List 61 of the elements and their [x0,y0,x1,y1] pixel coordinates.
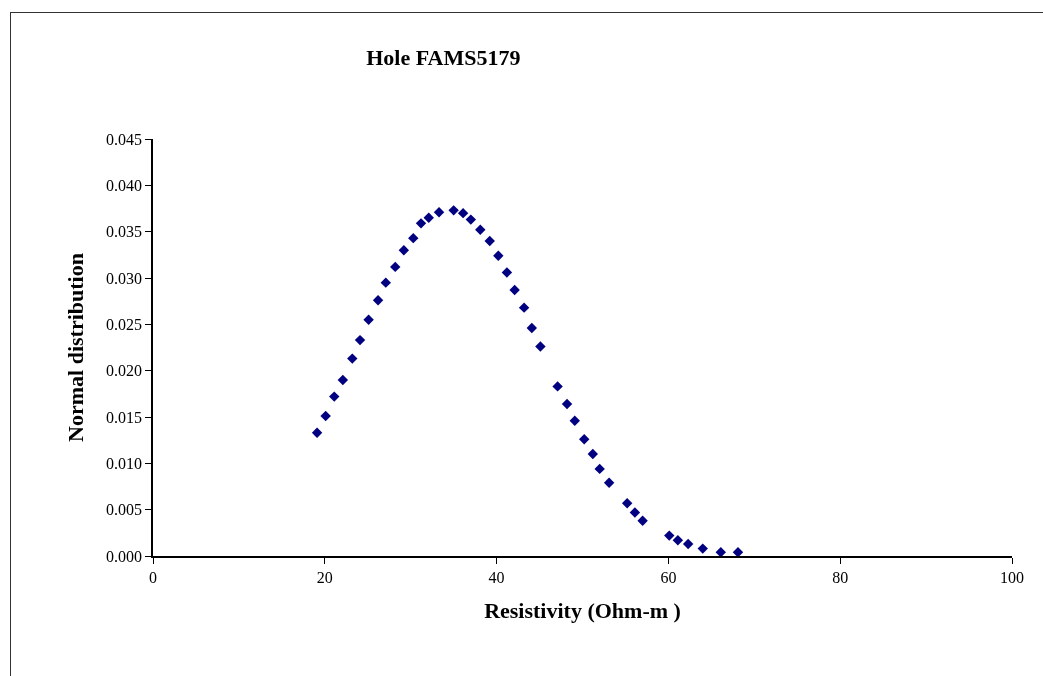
point [552,381,563,392]
point [569,415,580,426]
point [561,398,573,410]
y-tick-label: 0.035 [106,223,143,241]
y-axis-title: Normal distribution [63,253,89,442]
point [433,207,445,218]
point [697,543,708,554]
y-tick-label: 0.025 [106,315,143,333]
y-tick-label: 0.010 [106,454,143,472]
point [594,463,605,475]
point [715,547,726,556]
point [682,538,694,550]
x-tick-label: 0 [149,568,157,586]
y-tick-label: 0.005 [106,501,143,519]
y-tick-label: 0.045 [106,130,143,148]
point [347,353,358,364]
point [423,212,434,223]
point [501,267,513,278]
point [509,284,520,296]
x-tick-label: 20 [316,568,333,586]
point [579,434,590,445]
point [354,334,366,346]
point [380,277,391,288]
x-axis-title: Resistivity (Ohm-m ) [484,598,681,624]
point [535,341,546,352]
x-tick-label: 40 [488,568,505,586]
x-tick-label: 80 [832,568,849,586]
point [526,322,538,334]
y-tick-label: 0.040 [106,176,143,194]
point [457,207,469,219]
point [621,497,633,509]
point [672,535,684,546]
point [390,261,401,273]
point [664,530,675,541]
point [372,295,384,306]
point [629,507,641,518]
point [475,224,486,236]
x-tick-label: 60 [660,568,677,586]
y-tick-label: 0.030 [106,269,143,287]
point [408,232,419,244]
y-tick-label: 0.015 [106,408,143,426]
point [448,205,459,216]
point [732,547,744,556]
point [587,448,599,460]
point [311,427,323,438]
chart-title: Hole FAMS5179 [366,45,521,71]
point [465,214,477,225]
point [484,235,495,247]
point [329,391,340,402]
y-tick-label: 0.000 [106,547,143,565]
point [415,218,427,229]
point [398,245,410,256]
point [493,250,504,261]
x-tick-label: 100 [1000,568,1024,586]
point [603,477,615,488]
point [518,302,530,313]
point [337,374,349,386]
point [363,314,374,325]
point [637,515,648,526]
y-tick-label: 0.020 [106,362,143,380]
point [320,410,331,422]
